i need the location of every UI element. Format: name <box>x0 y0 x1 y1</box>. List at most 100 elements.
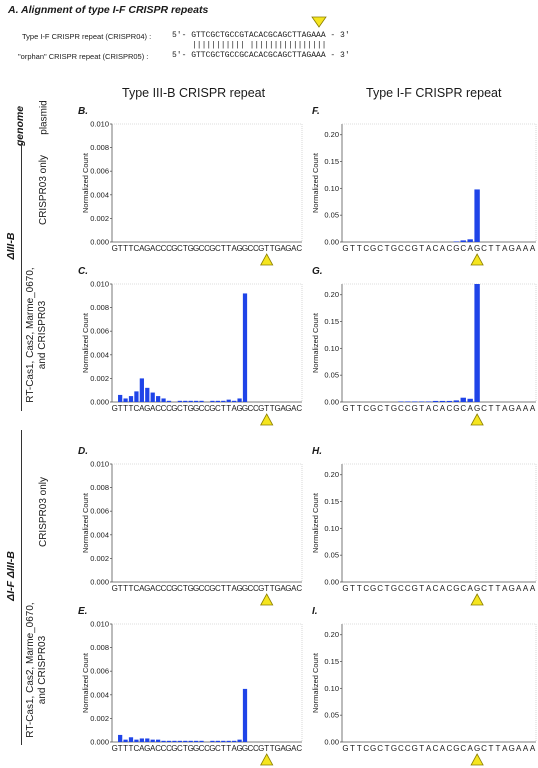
sequence-tick-label: G <box>171 244 177 253</box>
sequence-tick-label: A <box>516 744 522 753</box>
sequence-tick-label: C <box>377 744 383 753</box>
sequence-tick-label: G <box>193 404 199 413</box>
sequence-tick-label: G <box>370 244 376 253</box>
condition-label-line: and CRISPR03 <box>37 300 48 370</box>
sequence-tick-label: G <box>474 244 480 253</box>
cleavage-site-marker-icon <box>311 16 327 28</box>
sequence-tick-label: T <box>226 744 231 753</box>
bar <box>194 400 199 402</box>
sequence-tick-label: T <box>385 404 390 413</box>
sequence-tick-label: C <box>215 244 221 253</box>
sequence-tick-label: C <box>155 244 161 253</box>
sequence-tick-label: G <box>285 584 291 593</box>
bar <box>128 737 134 742</box>
bar <box>210 740 215 742</box>
sequence-tick-label: C <box>248 744 254 753</box>
bar <box>237 398 242 402</box>
genome-group-line-top <box>21 143 22 411</box>
sequence-tick-label: G <box>171 404 177 413</box>
panel-letter: F. <box>312 106 320 117</box>
bar <box>460 240 466 242</box>
sequence-tick-label: T <box>226 244 231 253</box>
sequence-tick-label: G <box>242 584 248 593</box>
bar <box>183 740 188 742</box>
sequence-tick-label: G <box>285 744 291 753</box>
sequence-tick-label: G <box>370 744 376 753</box>
sequence-tick-label: C <box>199 744 205 753</box>
sequence-tick-label: T <box>118 584 123 593</box>
sequence-tick-label: A <box>150 584 156 593</box>
alignment-row-label: Type I-F CRISPR repeat (CRISPR04) : <box>22 32 152 41</box>
sequence-tick-label: A <box>139 584 145 593</box>
sequence-tick-label: C <box>177 744 183 753</box>
bar <box>242 688 248 742</box>
sequence-tick-label: A <box>291 244 297 253</box>
chart-panel-e: E.0.010 0.008 0.006 0.004 0.002 0.000 Normaliz… <box>78 606 302 766</box>
sequence-tick-label: T <box>118 404 123 413</box>
sequence-tick-label: G <box>242 404 248 413</box>
sequence-tick-label: C <box>204 584 210 593</box>
genome-header: genome <box>14 105 26 147</box>
sequence-tick-label: T <box>419 744 424 753</box>
sequence-tick-label: T <box>183 584 188 593</box>
y-tick-label: 0.15 <box>324 317 339 326</box>
sequence-tick-label: A <box>502 404 508 413</box>
y-tick-label: 0.20 <box>324 470 339 479</box>
bar <box>210 400 215 402</box>
sequence-tick-label: T <box>264 244 269 253</box>
sequence-tick-label: A <box>440 404 446 413</box>
sequence-tick-label: C <box>253 404 259 413</box>
sequence-tick-label: A <box>523 584 529 593</box>
sequence-tick-label: C <box>398 744 404 753</box>
sequence-tick-label: C <box>134 244 140 253</box>
y-tick-label: 0.15 <box>324 497 339 506</box>
sequence-tick-label: C <box>481 244 487 253</box>
sequence-tick-label: T <box>357 244 362 253</box>
sequence-tick-label: T <box>183 244 188 253</box>
sequence-tick-label: A <box>139 244 145 253</box>
sequence-tick-label: G <box>258 584 264 593</box>
sequence-tick-label: A <box>231 404 237 413</box>
bar <box>161 398 166 402</box>
bar <box>150 392 155 402</box>
sequence-tick-label: A <box>530 404 536 413</box>
sequence-tick-label: C <box>166 584 172 593</box>
sequence-tick-label: A <box>440 244 446 253</box>
sequence-tick-label: C <box>433 744 439 753</box>
bar <box>118 734 123 742</box>
sequence-tick-label: G <box>274 244 280 253</box>
y-tick-label: 0.002 <box>90 214 109 223</box>
sequence-tick-label: A <box>440 584 446 593</box>
sequence-tick-label: A <box>280 244 286 253</box>
sequence-tick-label: G <box>258 244 264 253</box>
sequence-tick-label: C <box>248 584 254 593</box>
sequence-tick-label: G <box>144 744 150 753</box>
sequence-tick-label: A <box>440 744 446 753</box>
sequence-tick-label: T <box>221 584 226 593</box>
sequence-tick-label: G <box>453 244 459 253</box>
sequence-tick-label: A <box>468 584 474 593</box>
y-tick-label: 0.000 <box>90 578 109 587</box>
sequence-tick-label: T <box>129 404 134 413</box>
sequence-tick-label: T <box>221 404 226 413</box>
sequence-tick-label: T <box>350 244 355 253</box>
sequence-tick-label: G <box>274 584 280 593</box>
y-tick-label: 0.05 <box>324 551 339 560</box>
sequence-tick-label: A <box>530 244 536 253</box>
y-axis-label: Normalized Count <box>81 312 90 373</box>
y-tick-label: 0.000 <box>90 398 109 407</box>
y-tick-label: 0.004 <box>90 350 109 359</box>
bar <box>474 284 480 402</box>
bar <box>145 387 150 402</box>
sequence-tick-label: C <box>296 244 302 253</box>
y-axis-label: Normalized Count <box>311 312 320 373</box>
sequence-tick-label: T <box>489 244 494 253</box>
sequence-tick-label: A <box>516 244 522 253</box>
bar <box>161 740 166 742</box>
plasmid-header: plasmid <box>38 100 50 135</box>
bar <box>232 740 237 742</box>
sequence-tick-label: A <box>523 404 529 413</box>
sequence-tick-label: C <box>248 404 254 413</box>
sequence-tick-label: C <box>161 404 167 413</box>
y-tick-label: 0.10 <box>324 684 339 693</box>
